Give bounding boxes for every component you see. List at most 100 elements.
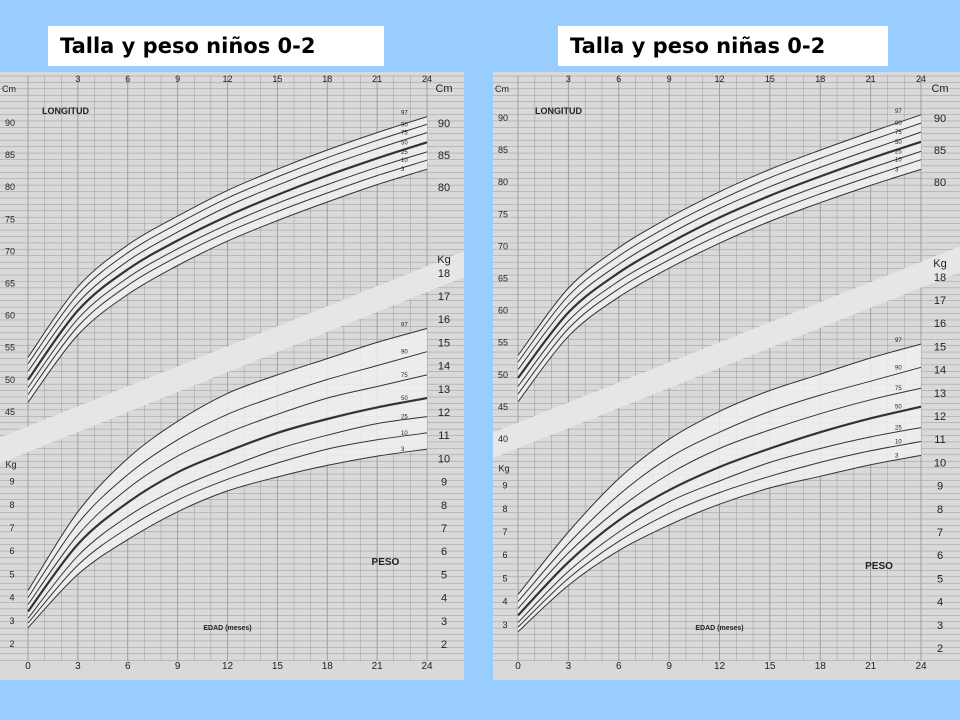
x-tick-bottom: 6 (616, 661, 622, 672)
x-tick-top: 24 (422, 74, 432, 84)
chart-title-boys: Talla y peso niños 0-2 (48, 26, 384, 66)
length-left-tick: 70 (5, 246, 15, 256)
weight-right-tick: 14 (438, 361, 450, 373)
cm-unit-left: Cm (2, 84, 16, 94)
weight-right-tick: 15 (438, 337, 450, 349)
length-label-p90: 90 (895, 121, 902, 127)
peso-label: PESO (372, 557, 400, 568)
x-tick-bottom: 15 (764, 661, 776, 672)
weight-right-tick: 2 (937, 643, 943, 655)
weight-right-tick: 3 (441, 616, 447, 628)
weight-right-tick: 11 (438, 430, 449, 442)
weight-label-p3: 3 (895, 453, 899, 459)
length-label-p3: 3 (401, 167, 405, 173)
length-left-tick: 55 (5, 343, 15, 353)
chart-title-girls: Talla y peso niñas 0-2 (558, 26, 888, 66)
weight-line-p3 (27, 448, 428, 629)
weight-right-tick: 5 (441, 569, 447, 581)
weight-right-tick: 3 (937, 620, 943, 632)
length-left-tick: 85 (498, 145, 508, 155)
weight-left-tick: 8 (502, 504, 507, 514)
weight-left-tick: 5 (9, 569, 14, 579)
weight-line-p90 (517, 366, 922, 602)
x-tick-top: 12 (222, 74, 232, 84)
weight-label-p25: 25 (401, 415, 408, 421)
weight-right-tick: 11 (934, 434, 945, 446)
length-left-tick: 75 (5, 214, 15, 224)
x-tick-top: 21 (372, 74, 382, 84)
x-tick-top: 3 (566, 74, 571, 84)
x-tick-bottom: 3 (566, 661, 572, 672)
weight-line-p97 (27, 328, 428, 591)
weight-left-tick: 6 (502, 550, 507, 560)
longitud-label: LONGITUD (42, 106, 89, 116)
x-tick-bottom: 24 (915, 661, 927, 672)
length-line-p90 (517, 122, 922, 363)
weight-right-tick: 2 (441, 639, 447, 651)
longitud-label: LONGITUD (535, 106, 582, 116)
x-tick-bottom: 12 (222, 661, 234, 672)
length-left-tick: 70 (498, 241, 508, 251)
weight-line-p50 (27, 397, 428, 613)
weight-label-p3: 3 (401, 447, 405, 453)
weight-right-tick: 9 (441, 477, 447, 489)
weight-right-tick: 17 (934, 295, 946, 307)
weight-left-tick: 4 (502, 597, 507, 607)
x-tick-top: 12 (714, 74, 724, 84)
x-tick-bottom: 15 (272, 661, 284, 672)
x-tick-top: 9 (175, 74, 180, 84)
growth-chart-boys-svg: 9790755025103979075502510345505560657075… (0, 74, 464, 672)
weight-right-tick: 16 (438, 314, 450, 326)
weight-line-p25 (517, 427, 922, 623)
length-left-tick: 50 (498, 370, 508, 380)
length-line-p50 (517, 140, 922, 379)
weight-label-p50: 50 (895, 405, 902, 411)
weight-line-p90 (27, 351, 428, 598)
weight-line-p3 (517, 454, 922, 633)
kg-unit-right: Kg (933, 258, 946, 270)
x-tick-bottom: 3 (75, 661, 81, 672)
weight-right-tick: 14 (934, 365, 946, 377)
weight-label-p50: 50 (401, 396, 408, 402)
length-percentile-band (518, 114, 921, 402)
length-label-p10: 10 (895, 158, 902, 164)
kg-unit-left: Kg (498, 464, 509, 474)
length-label-p50: 50 (401, 140, 408, 146)
weight-right-tick: 12 (934, 411, 946, 423)
x-tick-bottom: 18 (815, 661, 827, 672)
x-tick-bottom: 0 (25, 661, 31, 672)
x-tick-top: 6 (125, 74, 130, 84)
weight-percentile-band (28, 328, 427, 628)
length-left-tick: 55 (498, 338, 508, 348)
weight-right-tick: 6 (441, 546, 447, 558)
length-left-tick: 60 (5, 311, 15, 321)
section-separator (493, 246, 960, 459)
weight-right-tick: 13 (934, 388, 946, 400)
weight-right-tick: 16 (934, 318, 946, 330)
weight-label-p25: 25 (895, 426, 902, 432)
weight-label-p97: 97 (895, 338, 902, 344)
cm-unit-left: Cm (495, 84, 509, 94)
length-line-p75 (27, 132, 428, 372)
weight-label-p10: 10 (401, 431, 408, 437)
length-left-tick: 60 (498, 306, 508, 316)
x-tick-bottom: 9 (666, 661, 672, 672)
length-right-tick: 85 (934, 145, 946, 157)
weight-percentile-band (518, 344, 921, 632)
weight-line-p75 (517, 387, 922, 609)
x-tick-top: 15 (272, 74, 282, 84)
weight-right-tick: 13 (438, 384, 450, 396)
x-tick-top: 3 (75, 74, 80, 84)
x-tick-bottom: 21 (865, 661, 877, 672)
length-label-p97: 97 (401, 111, 408, 117)
weight-label-p90: 90 (895, 365, 902, 371)
weight-left-tick: 7 (9, 523, 14, 533)
length-left-tick: 75 (498, 209, 508, 219)
length-line-p25 (27, 151, 428, 388)
length-line-p25 (517, 150, 922, 387)
length-line-p50 (27, 141, 428, 381)
x-tick-top: 21 (866, 74, 876, 84)
length-left-tick: 90 (498, 113, 508, 123)
length-label-p3: 3 (895, 167, 899, 173)
length-right-tick: 90 (934, 113, 946, 125)
